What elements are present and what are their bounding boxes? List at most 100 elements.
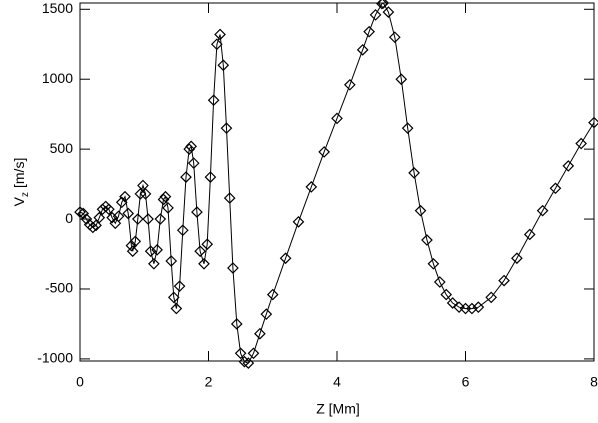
data-marker <box>144 245 157 258</box>
data-marker <box>162 202 174 214</box>
data-marker <box>103 203 115 216</box>
data-marker <box>112 210 125 223</box>
data-marker <box>220 122 233 135</box>
data-marker <box>77 207 90 220</box>
data-marker <box>185 140 198 153</box>
data-marker <box>238 355 251 368</box>
data-marker <box>227 262 239 274</box>
data-marker <box>440 288 453 301</box>
data-marker <box>523 228 536 241</box>
data-marker <box>207 94 220 107</box>
data-marker <box>187 157 200 169</box>
data-marker <box>472 301 485 314</box>
x-tick-label: 6 <box>462 374 470 390</box>
data-marker <box>142 213 154 225</box>
data-marker <box>408 167 420 179</box>
x-tick-label: 4 <box>333 374 341 390</box>
data-marker <box>214 28 226 41</box>
data-marker <box>191 206 203 218</box>
data-marker <box>122 207 135 220</box>
data-marker <box>363 25 375 38</box>
data-marker <box>331 112 343 125</box>
data-marker <box>180 171 192 183</box>
plot-frame <box>79 2 595 362</box>
data-marker <box>575 137 587 150</box>
data-marker <box>318 146 330 158</box>
data-marker <box>151 243 163 256</box>
y-axis-label-unit: [m/s] <box>11 158 27 188</box>
data-marker <box>401 122 414 135</box>
data-marker <box>466 302 478 315</box>
data-marker <box>137 179 149 192</box>
data-marker <box>148 257 160 270</box>
data-marker <box>217 59 230 72</box>
data-marker <box>201 238 214 251</box>
data-marker <box>382 6 395 18</box>
x-tick-label: 0 <box>76 374 84 390</box>
data-marker <box>498 274 510 287</box>
data-marker <box>305 181 318 193</box>
data-marker <box>183 143 196 155</box>
data-marker <box>369 9 382 21</box>
data-marker <box>446 297 459 309</box>
y-tick-label: 0 <box>65 210 73 226</box>
data-marker <box>433 276 446 288</box>
data-marker <box>159 190 172 203</box>
data-marker <box>198 257 210 270</box>
data-marker <box>157 193 170 206</box>
x-tick-label: 8 <box>590 374 598 390</box>
data-marker <box>167 291 180 304</box>
data-marker <box>204 171 217 183</box>
data-marker <box>260 308 273 321</box>
data-marker <box>279 252 292 265</box>
data-marker <box>242 357 255 369</box>
data-marker <box>131 213 144 225</box>
y-axis-label: Vz [m/s] <box>11 158 31 207</box>
data-marker <box>549 182 562 195</box>
data-marker <box>536 204 549 217</box>
y-axis-label-main: V <box>11 196 27 206</box>
data-marker <box>80 213 93 225</box>
data-marker <box>176 224 189 237</box>
data-marker <box>119 190 131 203</box>
data-marker <box>90 219 102 232</box>
data-marker <box>194 245 206 258</box>
data-marker <box>230 318 243 330</box>
data-marker <box>266 288 279 301</box>
data-marker <box>427 257 440 270</box>
x-axis-label: Z [Mm] <box>316 401 360 417</box>
data-marker <box>588 116 598 129</box>
data-marker <box>134 188 147 200</box>
data-marker <box>562 160 575 172</box>
data-marker <box>414 204 427 217</box>
data-marker <box>93 211 106 224</box>
data-marker <box>377 0 390 9</box>
data-marker <box>211 38 223 51</box>
y-tick-label: -500 <box>45 280 73 296</box>
data-marker <box>126 245 139 258</box>
data-marker <box>170 302 183 315</box>
data-marker <box>234 347 247 360</box>
data-marker <box>453 301 465 314</box>
y-tick-label: 500 <box>50 140 74 156</box>
data-marker <box>395 73 408 86</box>
data-marker <box>106 211 118 224</box>
data-marker <box>223 192 236 204</box>
data-marker <box>173 280 186 293</box>
data-marker <box>485 291 498 304</box>
data-marker <box>87 221 99 234</box>
data-marker <box>356 43 369 56</box>
data-marker <box>344 78 356 91</box>
y-axis-label-sub: z <box>20 192 31 197</box>
data-marker <box>165 255 178 267</box>
data-marker <box>292 216 305 228</box>
y-tick-label: 1500 <box>42 0 73 16</box>
data-marker <box>247 347 260 360</box>
data-marker <box>115 196 128 209</box>
data-marker <box>511 252 523 265</box>
data-marker <box>421 234 433 246</box>
data-marker <box>154 213 167 225</box>
data-marker <box>74 206 86 218</box>
y-tick-label: -1000 <box>37 350 73 366</box>
